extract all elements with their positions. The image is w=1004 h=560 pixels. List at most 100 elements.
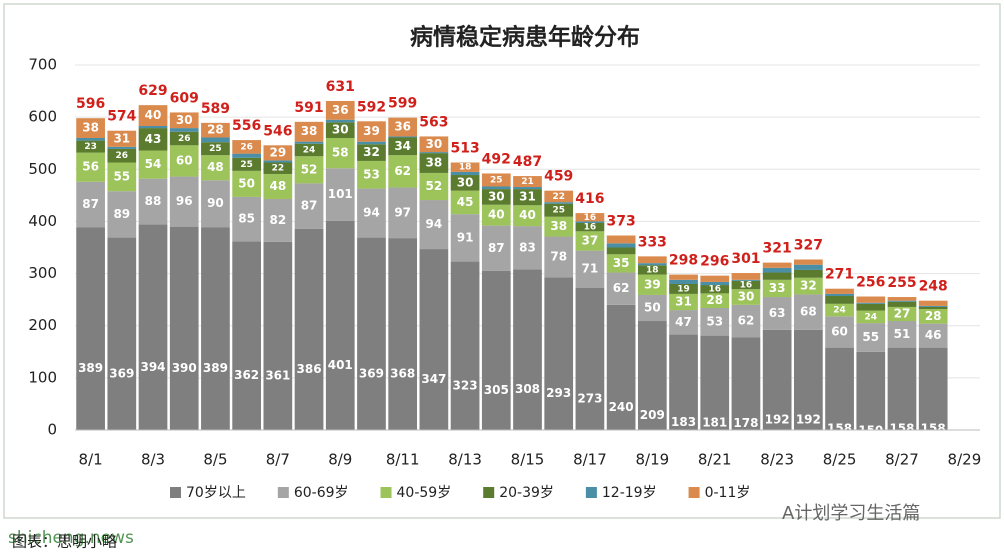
x-tick-label: 8/11 [386, 451, 420, 469]
value-label: 25 [209, 144, 222, 154]
bar-segment [513, 226, 542, 270]
total-label: 298 [669, 253, 698, 269]
bar-segment [357, 160, 386, 189]
value-label: 38 [82, 121, 99, 135]
bar-segment [575, 231, 605, 251]
value-label: 40 [488, 208, 505, 222]
value-label: 50 [238, 176, 255, 190]
bar-segment [918, 300, 948, 306]
legend-label: 20-39岁 [499, 485, 554, 501]
value-label: 31 [519, 190, 536, 204]
bar-segment [294, 156, 324, 184]
bar-segment [107, 146, 137, 149]
bar-segment [513, 187, 542, 190]
bar-segment [669, 274, 698, 280]
value-label: 368 [390, 367, 415, 381]
total-label: 333 [638, 234, 667, 250]
value-label: 240 [609, 400, 634, 414]
bar-segment [388, 155, 418, 188]
bar-segment [887, 297, 917, 301]
y-tick-label: 100 [28, 368, 57, 386]
value-label: 38 [301, 124, 318, 138]
legend-label: 60-69岁 [294, 485, 349, 501]
value-label: 38 [426, 156, 443, 170]
bar-segment [76, 152, 105, 182]
total-label: 591 [294, 100, 323, 116]
value-label: 82 [269, 213, 286, 227]
value-label: 71 [582, 262, 599, 276]
y-tick-label: 300 [28, 264, 57, 282]
bar-segment [325, 220, 355, 430]
value-label: 389 [203, 361, 228, 375]
bar-segment [762, 297, 792, 330]
bar-segment [513, 205, 542, 227]
total-label: 296 [700, 254, 729, 270]
value-label: 40 [519, 208, 536, 222]
value-label: 22 [272, 164, 285, 174]
bar-segment [169, 128, 199, 132]
value-label: 78 [550, 249, 567, 263]
bar-segment [294, 228, 324, 430]
value-label: 48 [207, 160, 224, 174]
x-tick-label: 8/15 [511, 451, 545, 469]
value-label: 60 [831, 324, 848, 338]
value-label: 62 [613, 281, 630, 295]
bar-segment [918, 323, 948, 348]
bar-segment [76, 138, 105, 141]
bar-segment [762, 262, 792, 268]
value-label: 390 [172, 361, 197, 375]
value-label: 362 [234, 368, 259, 382]
total-label: 327 [794, 237, 823, 253]
bar-segment [76, 140, 105, 153]
value-label: 158 [889, 421, 914, 435]
chart-title: 病情稳定病患年龄分布 [410, 24, 640, 51]
source: 图表：思明小略 [12, 533, 117, 551]
value-label: 18 [646, 265, 659, 275]
bar-segment [232, 153, 261, 158]
value-label: 58 [332, 146, 349, 160]
bar-segment [575, 221, 605, 223]
x-tick-label: 8/27 [885, 451, 919, 469]
total-label: 589 [201, 101, 230, 117]
bar-segment [357, 188, 386, 238]
value-label: 26 [240, 142, 253, 152]
bar-segment [107, 130, 137, 147]
legend-label: 40-59岁 [397, 485, 452, 501]
bar-segment [263, 162, 293, 174]
value-label: 28 [706, 293, 723, 307]
value-label: 52 [426, 179, 443, 193]
bar-segment [825, 295, 854, 304]
value-label: 158 [921, 421, 946, 435]
total-label: 596 [76, 96, 105, 112]
value-label: 308 [515, 382, 540, 396]
bar-segment [232, 241, 261, 430]
bar-segment [232, 196, 261, 242]
bar-segment [794, 259, 823, 265]
account: A计划学习生活篇 [782, 503, 920, 524]
value-label: 273 [577, 391, 602, 405]
legend-label: 70岁以上 [186, 485, 246, 501]
bar-segment [325, 138, 355, 169]
value-label: 22 [552, 192, 565, 202]
bar-segment [887, 306, 917, 322]
bar-segment [856, 303, 886, 311]
value-label: 30 [176, 113, 193, 127]
value-label: 63 [769, 306, 786, 320]
x-tick-label: 8/9 [328, 451, 352, 469]
bar-segment [201, 155, 230, 181]
total-label: 248 [919, 279, 948, 295]
bar-segment [201, 137, 230, 143]
bar-segment [637, 274, 667, 295]
bar-segment [232, 170, 261, 197]
value-label: 31 [675, 294, 692, 308]
bar-segment [513, 189, 542, 206]
bar-segment [606, 247, 636, 255]
value-label: 87 [301, 199, 318, 213]
value-label: 39 [644, 277, 661, 291]
bar-segment [918, 309, 948, 324]
bar-segment [169, 145, 199, 177]
bar-segment [263, 160, 293, 163]
legend-label: 12-19岁 [602, 485, 657, 501]
value-label: 55 [862, 330, 879, 344]
bar-segment [575, 213, 605, 222]
